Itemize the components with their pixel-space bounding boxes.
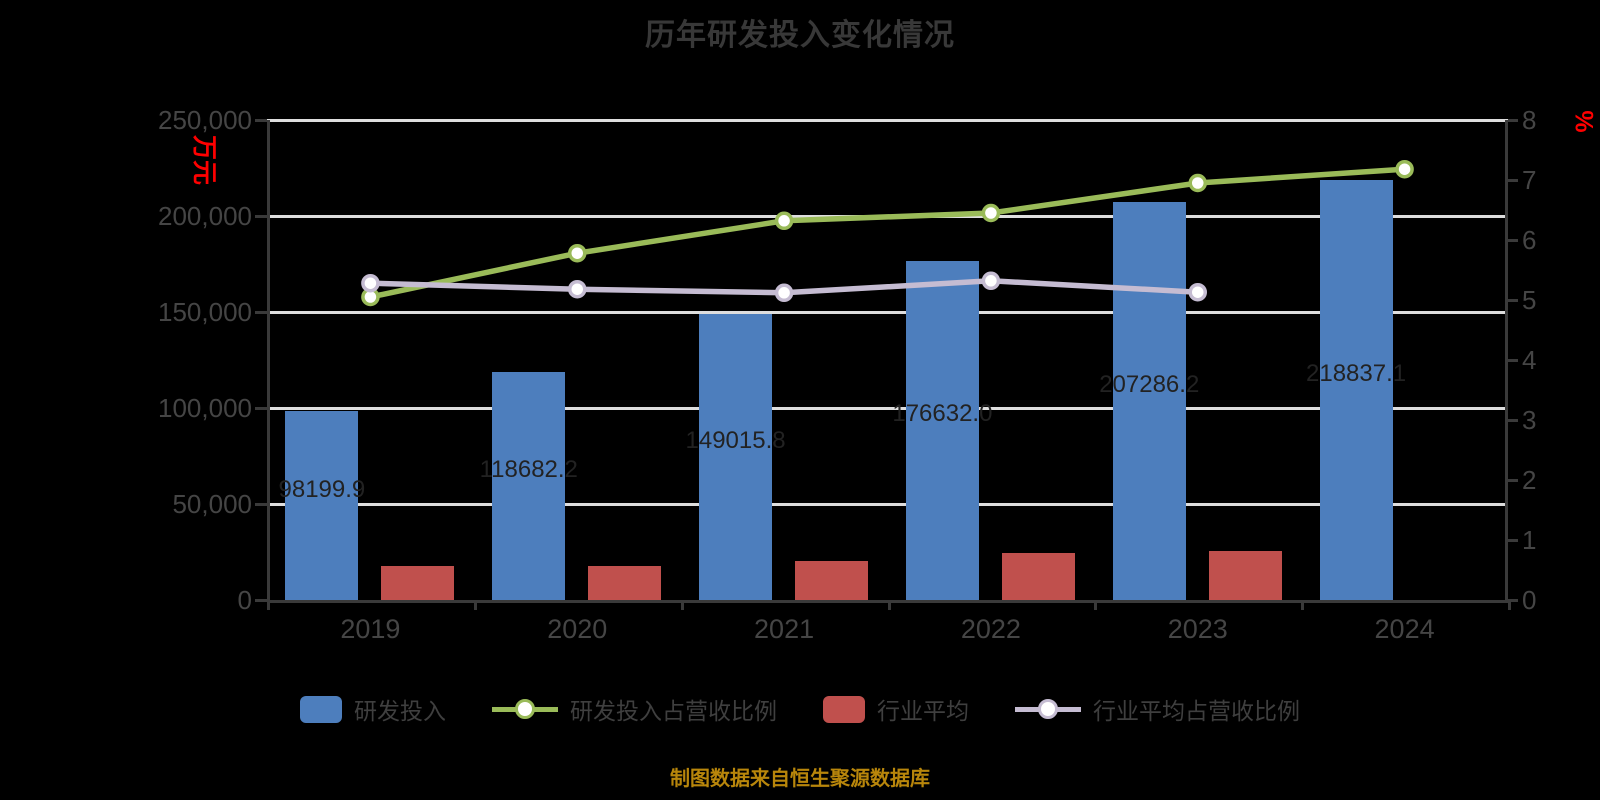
industry-ratio-data-point (568, 279, 587, 299)
rd-ratio-data-point (568, 243, 587, 263)
y-axis-tick-left (255, 598, 267, 602)
bar-value-label: 207286.2 (1099, 371, 1200, 398)
rd-investment-bar (1112, 202, 1186, 600)
right-axis-line (1505, 120, 1508, 600)
y-axis-tick-left (255, 118, 267, 122)
green-dot-icon (515, 698, 535, 719)
y-axis-tick-label-right: 3 (1522, 405, 1537, 435)
y-axis-tick-right (1508, 478, 1518, 482)
gridline (267, 118, 1508, 122)
y-axis-tick-right (1508, 298, 1518, 302)
y-axis-tick-label-left: 0 (237, 585, 252, 615)
y-axis-tick-label-right: 6 (1522, 225, 1537, 255)
blue-bar-swatch-icon (300, 695, 342, 723)
y-axis-tick-left (255, 406, 267, 410)
rd-ratio-data-point (1188, 173, 1207, 193)
industry-average-bar (795, 561, 869, 600)
gridline (267, 310, 1508, 314)
y-axis-tick-label-left: 150,000 (158, 297, 252, 327)
y-axis-tick-label-right: 8 (1522, 105, 1537, 135)
x-axis-category-label: 2024 (1374, 614, 1435, 644)
x-axis-tick (267, 600, 270, 610)
y-axis-tick-right (1508, 418, 1518, 422)
legend-item-rd-investment[interactable]: 研发投入 (300, 692, 446, 726)
industry-ratio-data-point (981, 271, 1001, 291)
y-axis-tick-label-left: 250,000 (158, 105, 252, 135)
y-axis-tick-right (1508, 238, 1518, 242)
legend-item-industry-ratio[interactable]: 行业平均占营收比例 (1015, 692, 1300, 726)
x-axis-category-label: 2020 (547, 614, 608, 644)
left-axis-line (267, 120, 270, 600)
chart-title: 历年研发投入变化情况 (645, 19, 955, 52)
industry-average-bar (1001, 552, 1075, 600)
bar-value-label: 176632.0 (892, 400, 993, 428)
rd-ratio-data-point (981, 203, 1001, 223)
bar-value-label: 118682.2 (479, 456, 578, 484)
y-axis-tick-label-right: 0 (1522, 585, 1537, 615)
rd-investment-bar (492, 372, 566, 600)
y-axis-tick-right (1508, 538, 1518, 542)
legend-label: 行业平均占营收比例 (1093, 698, 1300, 724)
y-axis-tick-label-right: 1 (1522, 525, 1537, 555)
industry-average-bar (381, 566, 455, 600)
red-bar-swatch-icon (823, 695, 865, 723)
rd-ratio-line (369, 166, 1405, 300)
lavender-dot-icon (1038, 698, 1058, 719)
industry-average-bar (1208, 550, 1282, 600)
y-axis-tick-right (1508, 118, 1518, 122)
y-axis-tick-label-left: 200,000 (158, 201, 252, 231)
gridline (267, 406, 1508, 410)
y-axis-tick-left (255, 310, 267, 314)
rd-investment-bar (699, 313, 773, 600)
industry-ratio-data-point (361, 273, 380, 293)
x-axis-tick (1508, 600, 1511, 610)
x-axis-category-label: 2023 (1167, 614, 1228, 644)
rd-ratio-data-point (1395, 159, 1414, 179)
industry-ratio-data-point (774, 283, 794, 303)
x-axis-tick (473, 600, 477, 610)
rd-investment-bar (1319, 179, 1393, 600)
rd-investment-bar (285, 411, 359, 600)
legend: 研发投入 研发投入占营收比例 行业平均 行业平均占营收比例 (0, 692, 1600, 726)
gridline (267, 502, 1508, 506)
bar-value-label: 149015.8 (685, 426, 786, 454)
rd-ratio-data-point (361, 287, 380, 307)
y-axis-tick-label-right: 7 (1522, 165, 1537, 195)
bar-value-label: 218837.1 (1306, 359, 1407, 387)
industry-ratio-data-point (1188, 282, 1207, 302)
x-axis-tick (1094, 600, 1098, 610)
x-axis-tick (680, 600, 684, 610)
y-axis-tick-left (255, 502, 267, 506)
legend-label: 研发投入占营收比例 (570, 698, 777, 724)
y-axis-tick-left (255, 214, 267, 218)
x-axis-category-label: 2021 (754, 614, 815, 644)
industry-ratio-line (370, 278, 1198, 296)
y-axis-tick-label-left: 100,000 (158, 393, 252, 423)
green-line-marker-icon (492, 696, 558, 723)
legend-item-rd-ratio[interactable]: 研发投入占营收比例 (492, 692, 777, 726)
industry-average-bar (588, 566, 662, 600)
y-axis-tick-label-right: 2 (1522, 465, 1537, 495)
x-axis-tick (1301, 600, 1305, 610)
lavender-line-marker-icon (1015, 696, 1081, 723)
y-axis-tick-label-right: 5 (1522, 285, 1537, 315)
legend-item-industry-average[interactable]: 行业平均 (823, 692, 969, 726)
x-axis-category-label: 2022 (960, 614, 1021, 644)
y-axis-tick-right (1508, 598, 1518, 602)
bar-value-label: 98199.9 (278, 475, 366, 503)
x-axis-category-label: 2019 (340, 614, 401, 644)
y-axis-tick-label-right: 4 (1522, 345, 1537, 375)
y-axis-tick-right (1508, 178, 1518, 182)
legend-label: 研发投入 (354, 698, 446, 724)
y-axis-tick-right (1508, 358, 1518, 362)
data-source-note: 制图数据来自恒生聚源数据库 (670, 768, 930, 790)
y-axis-tick-label-left: 50,000 (172, 489, 252, 519)
x-axis-tick (887, 600, 891, 610)
rd-investment-bar (905, 260, 979, 600)
legend-label: 行业平均 (877, 698, 969, 724)
